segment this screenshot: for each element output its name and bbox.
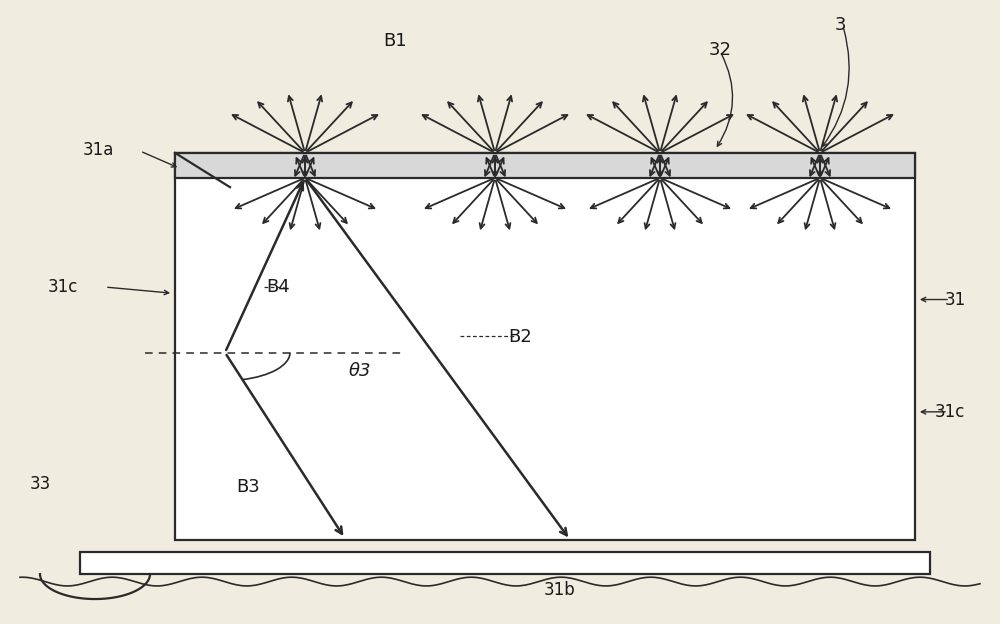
Bar xyxy=(80,552,930,574)
Text: 31c: 31c xyxy=(48,278,78,296)
Bar xyxy=(175,153,915,178)
Text: B3: B3 xyxy=(236,478,260,495)
Text: 31: 31 xyxy=(944,291,966,308)
Text: B2: B2 xyxy=(508,328,532,346)
Text: θ3: θ3 xyxy=(349,363,371,380)
Text: 33: 33 xyxy=(29,475,51,492)
Bar xyxy=(175,153,915,540)
Text: 3: 3 xyxy=(834,16,846,34)
Text: 31b: 31b xyxy=(544,581,576,598)
Text: 31a: 31a xyxy=(82,141,114,158)
Text: B4: B4 xyxy=(266,278,290,296)
Text: 32: 32 xyxy=(708,41,732,59)
Text: 31c: 31c xyxy=(935,403,965,421)
Text: B1: B1 xyxy=(383,32,407,49)
